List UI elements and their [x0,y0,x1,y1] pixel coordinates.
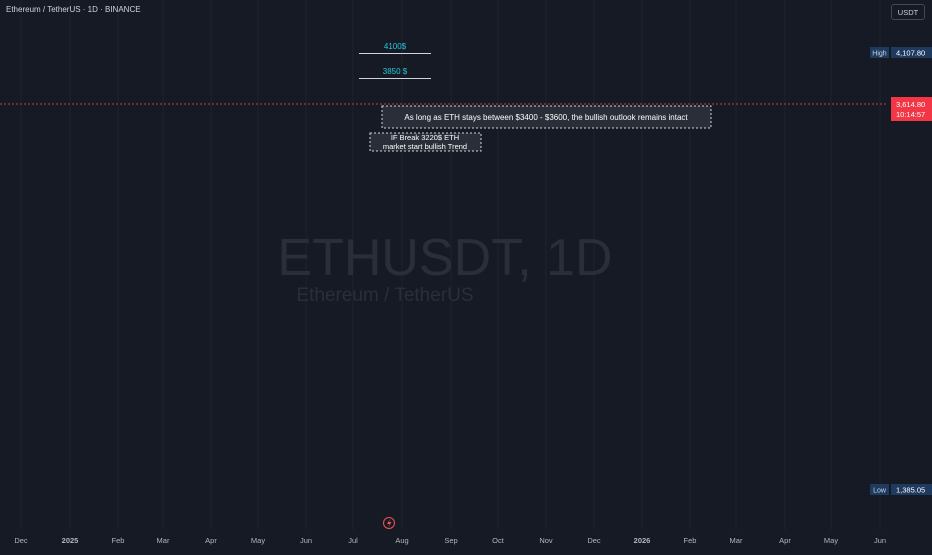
time-tick-label: Feb [112,536,125,545]
time-tick-label: Oct [492,536,505,545]
watermark-symbol: ETHUSDT, 1D [277,229,612,287]
time-tick-label: Apr [779,536,791,545]
time-tick-label: Sep [444,536,457,545]
time-tick-label: 2026 [634,536,651,545]
low-badge-value: 1,385.05 [896,486,925,495]
countdown-value: 10:14:57 [896,110,925,119]
level-4100-label: 4100$ [384,42,407,51]
high-badge-value: 4,107.80 [896,49,925,58]
level-3850-label: 3850 $ [383,67,408,76]
time-tick-label: Aug [395,536,408,545]
time-tick-label: Dec [587,536,601,545]
time-tick-label: Feb [684,536,697,545]
range-note-text: As long as ETH stays between $3400 - $36… [404,113,688,122]
time-tick-label: May [251,536,265,545]
watermark-name: Ethereum / TetherUS [296,285,473,306]
time-tick-label: May [824,536,838,545]
time-tick-label: Mar [157,536,170,545]
grid [0,0,888,530]
lightning-icon[interactable] [383,517,395,529]
time-tick-label: Jun [300,536,312,545]
high-badge: High 4,107.80 [870,47,932,58]
break-note-line2: market start bullish Trend [383,142,467,151]
low-badge-label: Low [873,488,887,495]
time-axis[interactable]: Dec 2025 Feb Mar Apr May Jun Jul Aug Sep Oct Nov Dec… [14,536,886,545]
range-note-box[interactable] [381,105,712,129]
time-tick-label: Nov [539,536,553,545]
current-price-badge: 3,614.80 10:14:57 [891,97,932,121]
time-tick-label: Jul [348,536,358,545]
current-price-value: 3,614.80 [896,100,925,109]
break-note-line1: IF Break 3220$ ETH [391,133,459,142]
high-badge-label: High [872,51,887,58]
time-tick-label: Mar [730,536,743,545]
time-tick-label: Jun [874,536,886,545]
time-tick-label: Dec [14,536,28,545]
low-badge: Low 1,385.05 [870,484,932,495]
time-tick-label: 2025 [62,536,79,545]
break-note-box[interactable] [369,132,482,152]
currency-button[interactable]: USDT [891,4,925,20]
chart-title: Ethereum / TetherUS · 1D · BINANCE [6,5,141,14]
watermark: ETHUSDT, 1D Ethereum / TetherUS [277,229,612,306]
time-tick-label: Apr [205,536,217,545]
